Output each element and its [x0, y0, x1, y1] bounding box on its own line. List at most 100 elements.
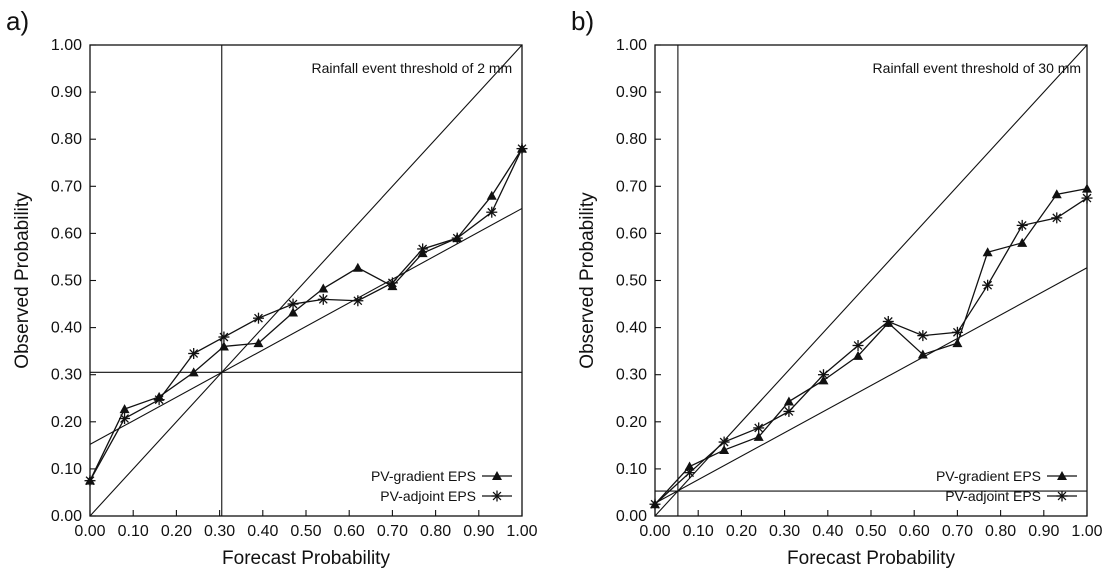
x-tick-label: 0.20 — [726, 523, 757, 540]
y-tick-label: 1.00 — [616, 37, 647, 54]
data-point-asterisk — [516, 143, 528, 155]
data-point-asterisk — [852, 339, 864, 351]
y-tick-label: 0.10 — [51, 461, 82, 478]
data-point-asterisk — [783, 405, 795, 417]
data-point-asterisk — [1081, 192, 1093, 204]
x-tick-label: 0.10 — [118, 523, 149, 540]
legend-label: PV-adjoint EPS — [380, 488, 476, 504]
data-point-triangle — [1051, 189, 1062, 199]
x-axis-label: Forecast Probability — [787, 548, 955, 569]
x-tick-label: 0.90 — [1028, 523, 1059, 540]
x-tick-label: 0.30 — [204, 523, 235, 540]
y-tick-label: 0.20 — [616, 414, 647, 431]
x-tick-label: 1.00 — [1071, 523, 1102, 540]
threshold-annotation: Rainfall event threshold of 2 mm — [311, 60, 512, 76]
legend-label: PV-gradient EPS — [936, 468, 1041, 484]
chart-panel-1: a) 0.00 0.10 0.20 0.30 0.40 0.50 0.60 0.70 0.80 0.… — [6, 6, 538, 569]
y-tick-label: 0.00 — [51, 508, 82, 525]
y-tick-label: 0.50 — [51, 273, 82, 290]
data-point-asterisk — [84, 475, 96, 487]
x-tick-label: 0.40 — [247, 523, 278, 540]
x-tick-label: 0.50 — [855, 523, 886, 540]
data-point-triangle — [318, 283, 329, 293]
y-tick-label: 0.00 — [616, 508, 647, 525]
series-line-1 — [89, 148, 523, 481]
y-tick-label: 0.40 — [51, 320, 82, 337]
y-tick-label: 0.10 — [616, 461, 647, 478]
x-tick-label: 0.50 — [290, 523, 321, 540]
x-tick-label: 0.40 — [812, 523, 843, 540]
data-point-asterisk — [317, 293, 329, 305]
y-tick-label: 0.50 — [616, 273, 647, 290]
chart-panel-2: b) 0.00 0.10 0.20 0.30 0.40 0.50 0.60 0.70 0.80 0.… — [571, 6, 1103, 569]
data-point-triangle — [218, 341, 229, 351]
data-point-asterisk — [451, 232, 463, 244]
x-tick-label: 0.00 — [639, 523, 670, 540]
legend-marker-triangle — [492, 471, 502, 480]
data-point-triangle — [352, 262, 363, 272]
data-point-triangle — [188, 367, 199, 377]
data-point-triangle — [684, 461, 695, 471]
x-axis-label: Forecast Probability — [222, 548, 390, 569]
threshold-annotation: Rainfall event threshold of 30 mm — [873, 60, 1082, 76]
legend-marker-triangle — [1057, 471, 1067, 480]
x-tick-label: 0.70 — [377, 523, 408, 540]
series-line-2 — [89, 148, 523, 481]
y-tick-label: 0.70 — [51, 178, 82, 195]
data-point-triangle — [253, 338, 264, 348]
y-tick-label: 0.90 — [616, 84, 647, 101]
data-point-triangle — [1017, 237, 1028, 247]
data-point-triangle — [119, 404, 130, 414]
data-point-asterisk — [951, 326, 963, 338]
y-tick-label: 0.60 — [616, 225, 647, 242]
data-point-triangle — [753, 431, 764, 441]
legend-marker-asterisk — [1056, 490, 1068, 502]
y-tick-label: 0.80 — [51, 131, 82, 148]
series-line-2 — [654, 197, 1088, 505]
perfect-reliability-line — [654, 44, 1088, 517]
data-point-asterisk — [982, 279, 994, 291]
data-point-asterisk — [649, 498, 661, 510]
y-tick-label: 0.90 — [51, 84, 82, 101]
x-tick-label: 0.60 — [899, 523, 930, 540]
data-point-asterisk — [817, 369, 829, 381]
data-point-triangle — [982, 247, 993, 257]
data-point-asterisk — [218, 331, 230, 343]
data-point-asterisk — [486, 206, 498, 218]
legend-marker-asterisk — [491, 490, 503, 502]
panel-label: b) — [571, 6, 594, 36]
x-tick-label: 0.10 — [683, 523, 714, 540]
x-tick-label: 0.00 — [74, 523, 105, 540]
y-tick-label: 0.70 — [616, 178, 647, 195]
x-tick-label: 0.20 — [161, 523, 192, 540]
data-point-asterisk — [188, 348, 200, 360]
y-tick-label: 0.30 — [616, 367, 647, 384]
data-point-triangle — [486, 190, 497, 200]
series-line-1 — [654, 188, 1088, 505]
x-tick-label: 0.70 — [942, 523, 973, 540]
data-point-asterisk — [386, 277, 398, 289]
legend-label: PV-gradient EPS — [371, 468, 476, 484]
no-skill-line — [89, 207, 523, 445]
data-point-asterisk — [417, 243, 429, 255]
y-tick-label: 0.80 — [616, 131, 647, 148]
x-tick-label: 0.90 — [463, 523, 494, 540]
x-tick-label: 0.30 — [769, 523, 800, 540]
legend-label: PV-adjoint EPS — [945, 488, 1041, 504]
data-point-asterisk — [1051, 212, 1063, 224]
data-point-asterisk — [684, 467, 696, 479]
data-point-asterisk — [753, 422, 765, 434]
data-point-asterisk — [882, 315, 894, 327]
x-tick-label: 0.80 — [985, 523, 1016, 540]
data-point-asterisk — [119, 413, 131, 425]
data-point-asterisk — [287, 298, 299, 310]
y-tick-label: 0.40 — [616, 320, 647, 337]
data-point-triangle — [853, 350, 864, 360]
data-point-triangle — [288, 307, 299, 317]
no-skill-line — [654, 267, 1088, 504]
y-axis-label: Observed Probability — [577, 192, 598, 369]
data-point-triangle — [917, 349, 928, 359]
perfect-reliability-line — [89, 44, 523, 517]
data-point-asterisk — [1016, 219, 1028, 231]
